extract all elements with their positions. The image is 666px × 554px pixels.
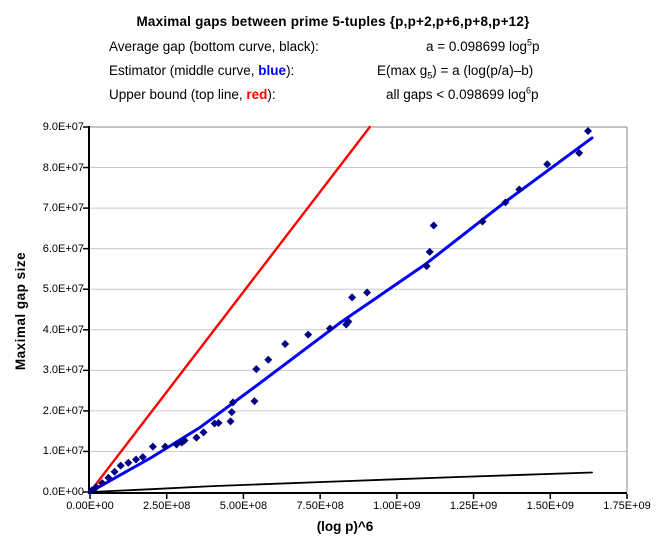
data-point [325, 324, 334, 333]
legend-label-text: ): [267, 87, 276, 102]
data-point [226, 417, 235, 426]
legend-label-text: Estimator (middle curve, [109, 63, 259, 78]
y-tick-label: 0.0E+00 [42, 486, 84, 498]
data-point [192, 433, 201, 442]
data-point [281, 339, 290, 348]
data-point [363, 288, 372, 297]
legend-formula-average-gap: a = 0.098699 log5p [426, 37, 540, 54]
data-point [98, 479, 107, 488]
data-point [264, 355, 273, 364]
data-point [104, 473, 113, 482]
y-tick-label: 2.0E+07 [42, 404, 84, 417]
average-gap-line [89, 471, 593, 493]
formula-text: all gaps < 0.098699 log [386, 87, 526, 102]
legend-row-average-gap: Average gap (bottom curve, black): a = 0… [0, 37, 666, 55]
data-point [180, 436, 189, 445]
y-tick-label: 8.0E+07 [42, 161, 84, 174]
x-tick-label: 1.25E+09 [449, 500, 498, 512]
legend-label-text: Upper bound (top line, [109, 87, 247, 102]
y-tick-label: 4.0E+07 [42, 323, 84, 336]
data-point [92, 483, 101, 492]
data-point [304, 330, 313, 339]
x-tick-label: 7.50E+08 [296, 500, 344, 512]
formula-superscript: 5 [526, 37, 532, 48]
data-point [575, 148, 584, 157]
legend-label-average-gap: Average gap (bottom curve, black): [109, 39, 319, 54]
upper-bound-line [88, 125, 371, 494]
data-point [214, 419, 223, 428]
estimator-line [88, 136, 594, 494]
x-tick-label: 1.75E+09 [603, 500, 651, 512]
chart-canvas [83, 125, 628, 499]
data-point [425, 247, 434, 256]
formula-text: p [531, 39, 540, 54]
data-point [227, 408, 236, 417]
data-point [429, 221, 438, 230]
data-point [252, 365, 261, 374]
y-tick-label: 5.0E+07 [42, 283, 84, 296]
y-tick-label: 3.0E+07 [42, 364, 84, 377]
data-point [250, 397, 259, 406]
data-point [422, 262, 431, 271]
legend-row-upper-bound: Upper bound (top line, red): all gaps < … [0, 85, 666, 103]
y-tick-label: 6.0E+07 [42, 242, 84, 255]
legend-color-word-blue: blue [258, 63, 287, 78]
formula-subscript: 5 [427, 70, 433, 81]
formula-text: ) = a (log(p/a)–b) [432, 63, 534, 78]
y-axis-title: Maximal gap size [13, 251, 28, 371]
legend-formula-estimator: E(max g5) = a (log(p/a)–b) [377, 63, 534, 81]
data-point [199, 428, 208, 437]
plot-area [83, 125, 628, 499]
x-tick-label: 1.50E+09 [526, 500, 574, 512]
data-point [543, 160, 552, 169]
x-axis-title: (log p)^6 [316, 519, 374, 534]
legend-formula-upper-bound: all gaps < 0.098699 log6p [386, 85, 539, 102]
data-point [148, 442, 157, 451]
data-point [348, 293, 357, 302]
x-tick-label: 0.00E+00 [66, 500, 114, 512]
data-point [228, 398, 237, 407]
legend-row-estimator: Estimator (middle curve, blue): E(max g5… [0, 63, 666, 81]
y-tick-label: 1.0E+07 [42, 445, 84, 458]
legend-label-text: Average gap (bottom curve, black): [109, 39, 319, 54]
chart-title: Maximal gaps between prime 5-tuples {p,p… [136, 14, 530, 29]
formula-text: a = 0.098699 log [426, 39, 527, 54]
data-point [478, 217, 487, 226]
legend-color-word-red: red [246, 87, 268, 102]
formula-text: p [531, 87, 539, 102]
data-point [138, 453, 147, 462]
data-point [110, 467, 119, 476]
data-point [172, 440, 181, 449]
y-tick-label: 9.0E+07 [42, 121, 84, 133]
data-point [132, 455, 141, 464]
data-point [344, 317, 353, 326]
data-point [124, 458, 133, 467]
x-tick-label: 2.50E+08 [143, 500, 191, 512]
data-point [116, 461, 125, 470]
data-point [161, 442, 170, 451]
data-point [501, 198, 510, 207]
legend-label-upper-bound: Upper bound (top line, red): [109, 87, 276, 102]
legend-label-estimator: Estimator (middle curve, blue): [109, 63, 294, 78]
y-tick-label: 7.0E+07 [42, 202, 84, 215]
formula-text: E(max g [377, 63, 428, 78]
x-tick-label: 1.00E+09 [373, 500, 421, 512]
data-point [584, 127, 593, 136]
legend-label-text: ): [286, 63, 295, 78]
x-tick-label: 5.00E+08 [219, 500, 268, 512]
formula-superscript: 6 [526, 85, 532, 96]
